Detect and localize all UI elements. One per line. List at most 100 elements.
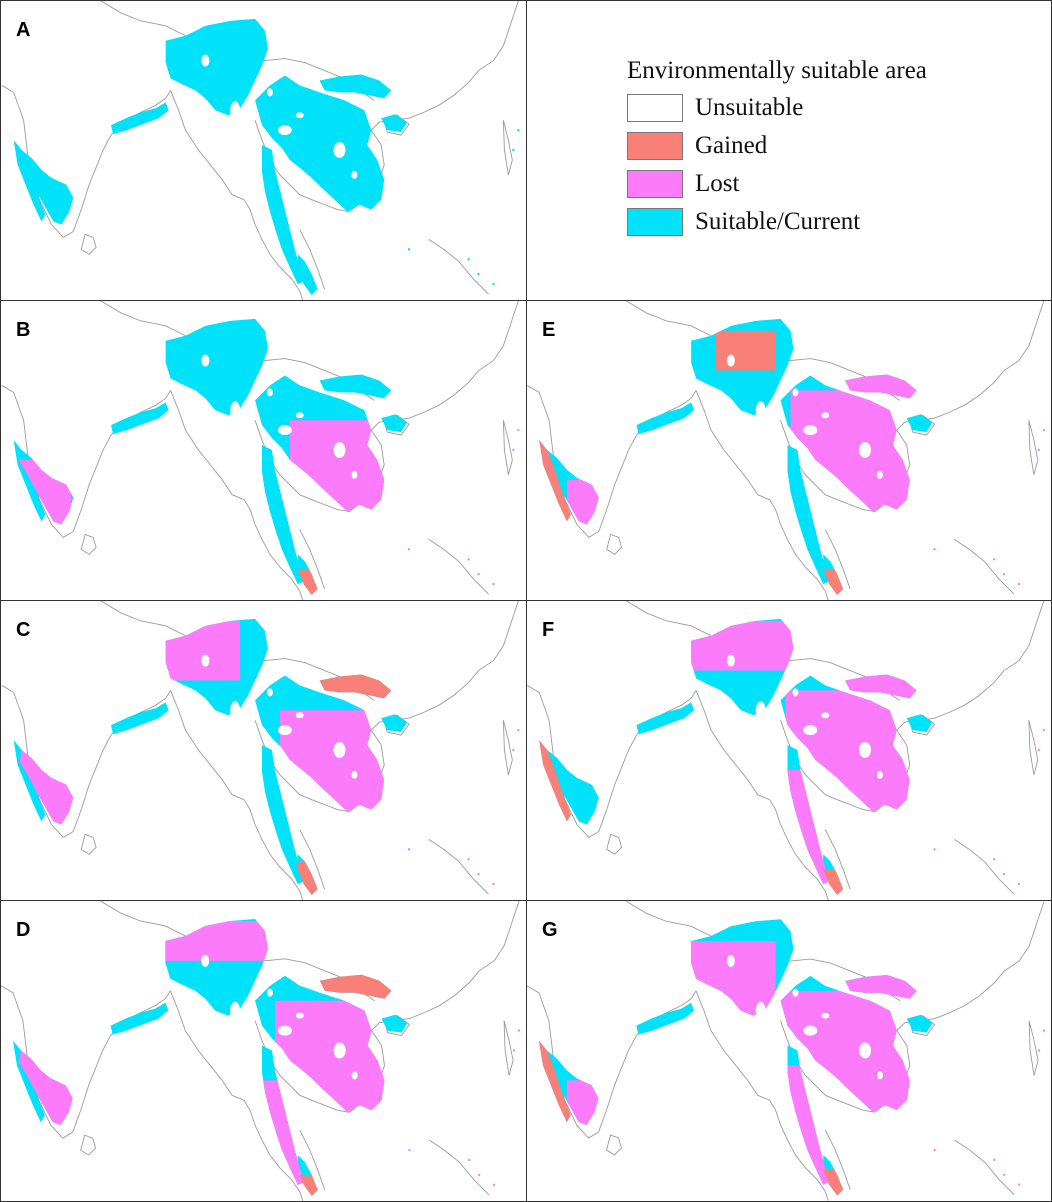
lost-area [18,1050,73,1126]
legend-item-gained: Gained [627,127,927,165]
legend-item-unsuitable: Unsuitable [627,89,927,127]
unsuitable-patch [230,701,241,720]
legend-panel: Environmentally suitable area Unsuitable… [526,0,1052,301]
unsuitable-patch [821,712,830,719]
gained-area [823,1169,844,1196]
unsuitable-patch [803,725,818,736]
lost-area [787,1065,831,1185]
island-dot [1037,748,1041,752]
coastline [502,720,513,775]
panel-label: D [16,919,31,941]
island-dot [467,558,470,561]
map-svg [1,901,521,1201]
unsuitable-patch [755,701,766,720]
island-dot [512,448,515,452]
island-dot [512,1049,516,1052]
lost-area [19,459,72,525]
island-dot [467,858,470,861]
island-dot [992,858,996,861]
gained-area [297,569,318,596]
map-panel-f: F [526,600,1052,901]
coastline [824,829,851,890]
island-dot [407,548,411,551]
unsuitable-patch [351,1071,358,1080]
suitable-area [636,402,695,435]
coastline [503,1020,514,1076]
island-dot [512,148,515,152]
coastline [299,829,326,890]
unsuitable-patch [726,354,735,367]
suitable-area [111,702,169,735]
lost-area [691,620,794,671]
gained-area [319,674,392,699]
panel-label: G [542,919,558,941]
island-dot [1017,1183,1021,1186]
suitable-area [297,254,318,296]
coastline [954,839,1015,895]
unsuitable-patch [876,770,883,779]
island-dot [1042,728,1045,732]
lost-area [845,374,917,399]
unsuitable-patch [876,1071,883,1080]
island-dot [467,258,470,261]
unsuitable-patch [351,470,358,479]
island-dot [933,548,936,551]
coastline [1028,420,1039,475]
coastline [349,901,520,1113]
island-dot [517,1029,521,1032]
island-dot [1002,572,1006,576]
legend-label: Unsuitable [695,94,804,121]
island-dot [1017,582,1021,586]
suitable-area [111,102,169,135]
suitable-area [381,1014,408,1033]
unsuitable-patch [333,1042,346,1059]
island-dot [407,848,411,851]
lost-area [845,674,917,699]
map-panel-d: D [0,900,527,1202]
unsuitable-patch [295,712,304,719]
lost-area [785,690,910,812]
unsuitable-patch [230,101,241,120]
suitable-area [255,75,385,212]
coastline [80,533,97,555]
lost-area [165,620,241,681]
suitable-area [110,1002,169,1035]
map-svg [1,1,520,300]
suitable-area [906,414,933,433]
suitable-area [906,1014,933,1033]
coastline [80,233,97,255]
unsuitable-patch [803,1025,818,1036]
island-dot [1003,1173,1006,1176]
coastline [824,1129,851,1190]
suitable-area [545,750,599,825]
gained-area [823,569,844,596]
island-dot [477,572,480,576]
unsuitable-patch [333,142,346,158]
panel-label: B [16,319,31,341]
island-dot [992,558,996,561]
panel-label: E [542,319,556,341]
island-dot [1037,1049,1041,1052]
gained-area [538,1040,571,1123]
suitable-area [636,702,695,735]
legend-label: Gained [695,132,768,159]
unsuitable-patch [792,988,799,997]
island-dot [477,1173,481,1177]
coastline [502,120,513,175]
unsuitable-patch [726,654,735,667]
unsuitable-patch [230,1001,241,1020]
suitable-area [19,150,74,225]
map-panel-e: E [526,300,1052,601]
suitable-area [636,1002,695,1035]
coastline [299,1129,326,1191]
lost-area [274,1000,385,1113]
legend-label: Lost [695,170,740,197]
coastline [1028,720,1039,775]
coastline [80,1134,97,1156]
unsuitable-patch [821,412,830,419]
lost-area [566,479,599,525]
island-dot [477,872,480,876]
island-dot [492,882,495,886]
island-dot [933,848,936,851]
suitable-area [381,114,408,133]
